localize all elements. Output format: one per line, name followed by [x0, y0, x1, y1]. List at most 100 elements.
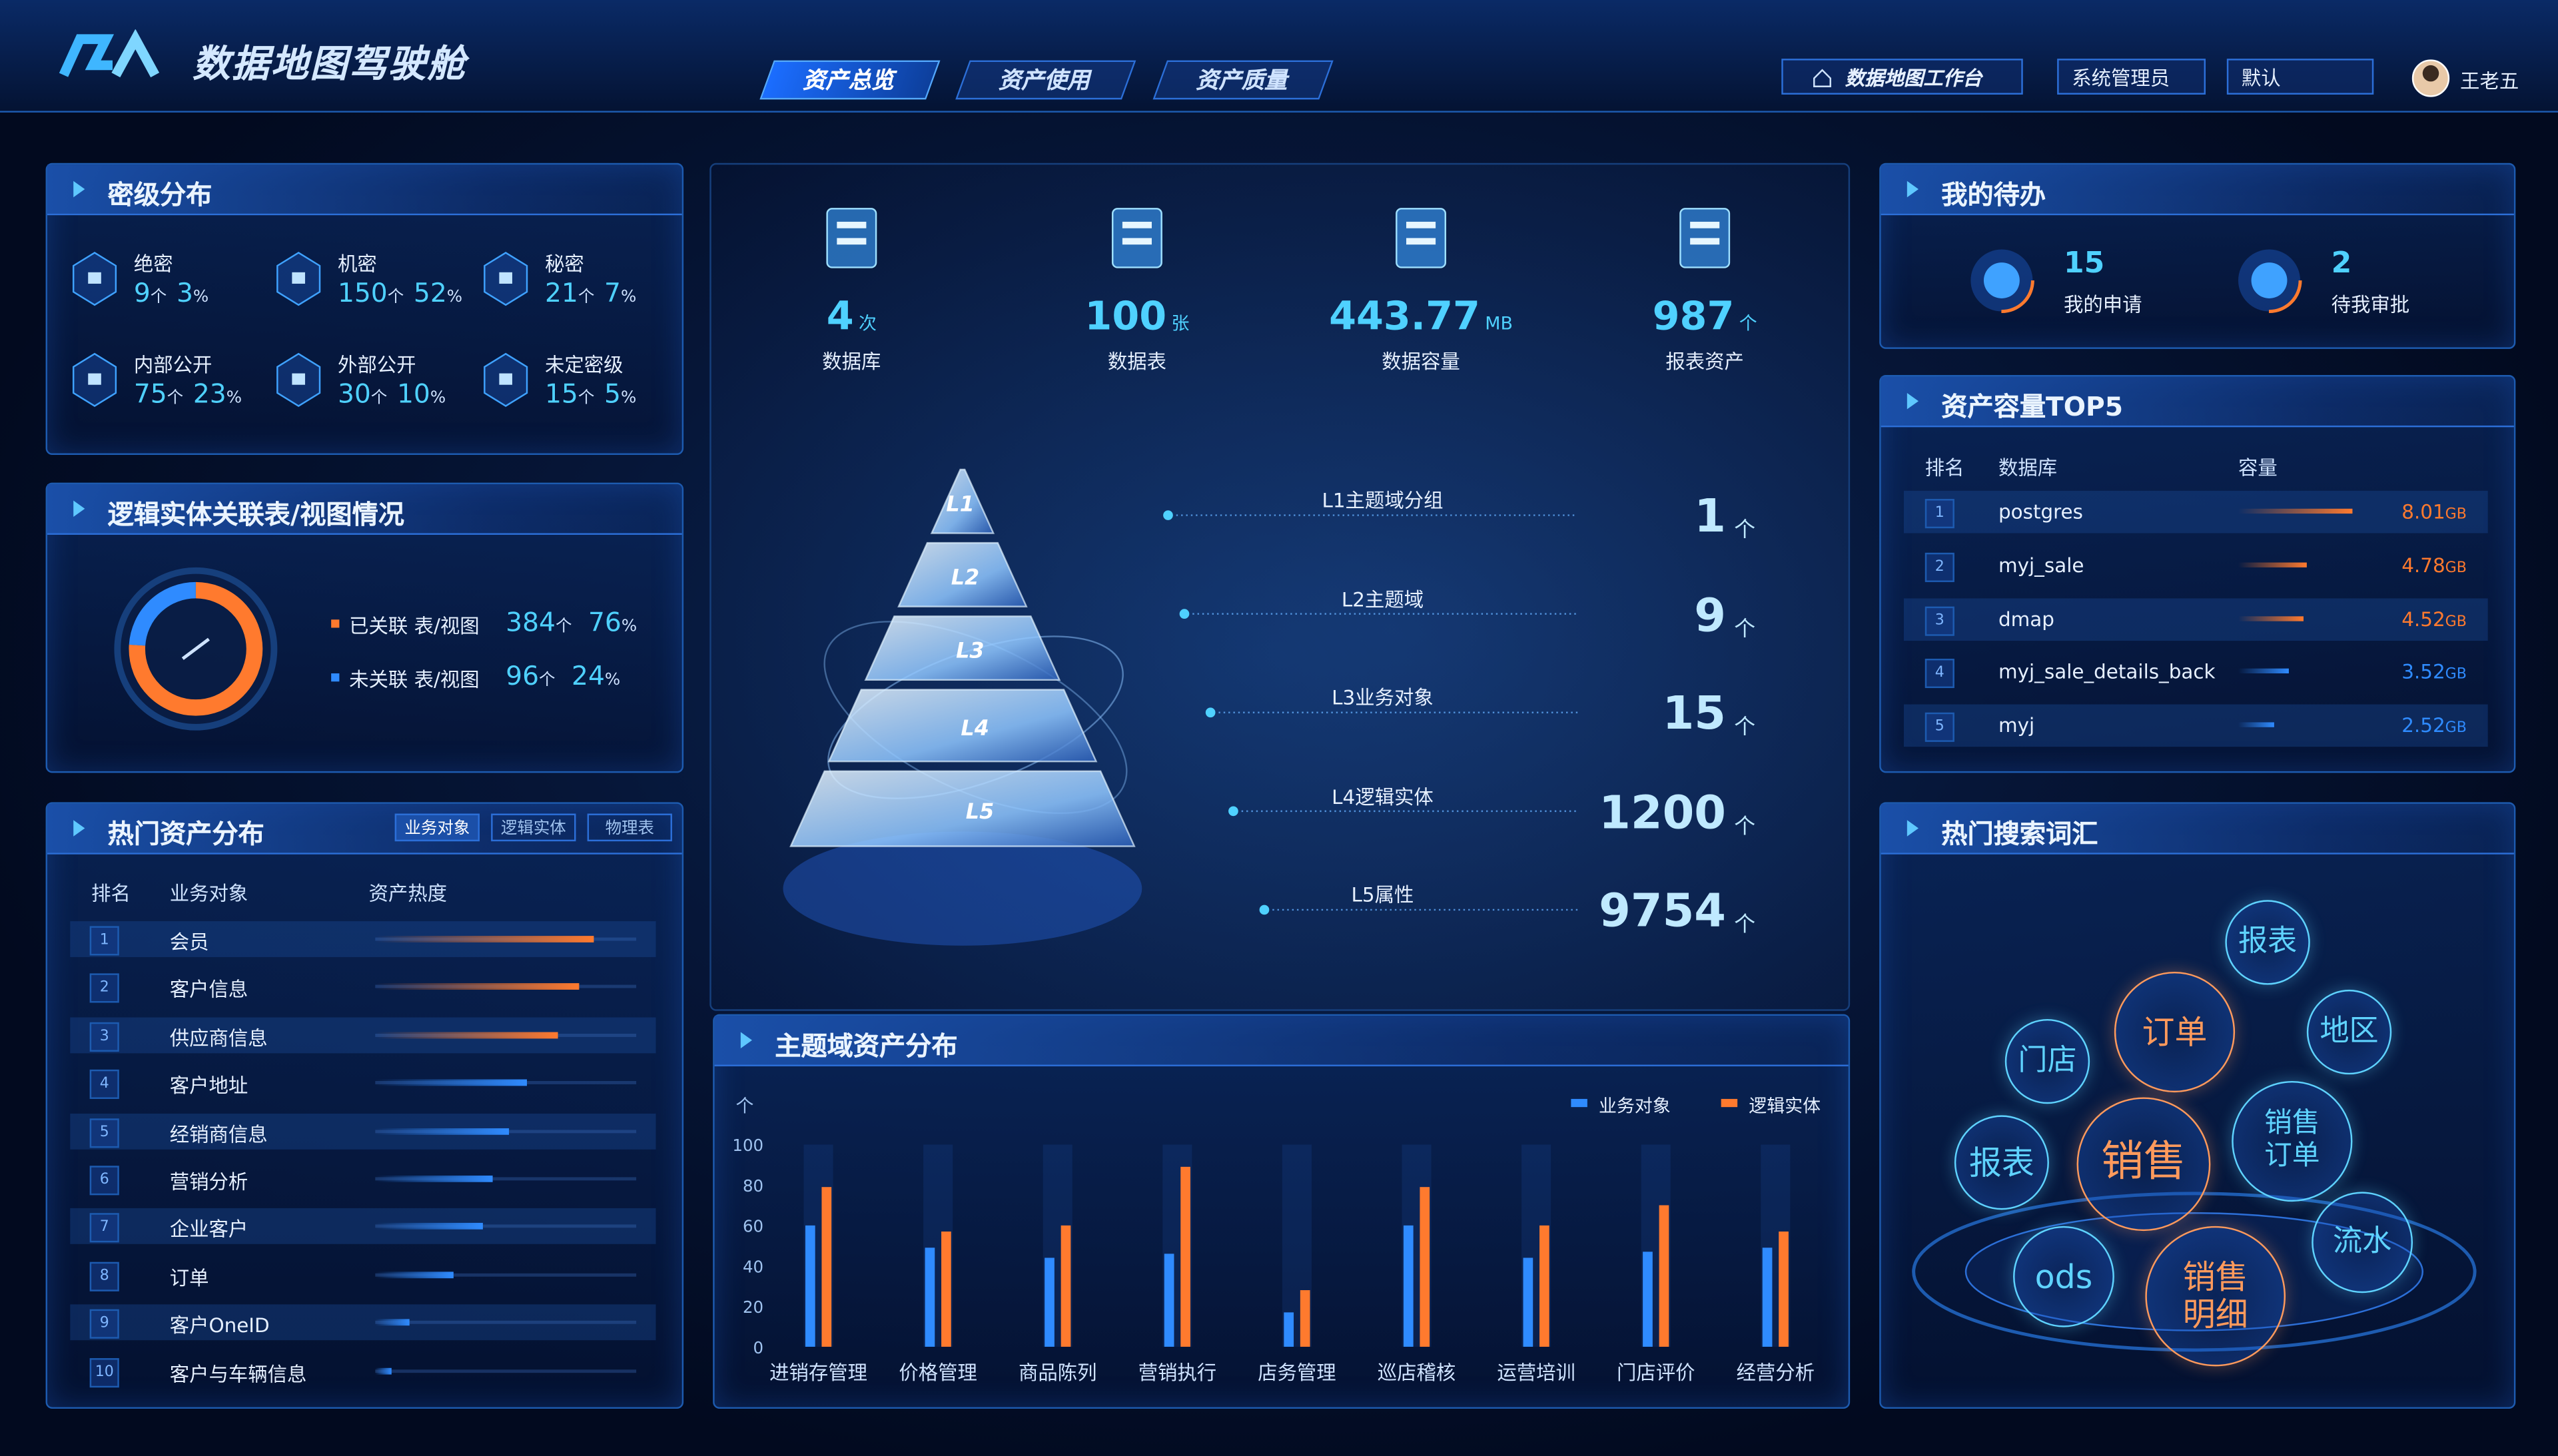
search-bubble[interactable]: [2013, 1226, 2114, 1327]
tab[interactable]: 资产使用: [998, 68, 1090, 95]
heat-bar: [375, 1175, 493, 1182]
avatar[interactable]: [2411, 59, 2451, 98]
level-name: L4逻辑实体: [1332, 785, 1434, 808]
search-word[interactable]: 报表: [1968, 1142, 2034, 1182]
level-unit: 个: [1734, 715, 1756, 741]
percent-unit: %: [620, 288, 637, 307]
search-word[interactable]: 报表: [2238, 924, 2298, 958]
logo: [59, 29, 160, 78]
secrecy-percent: 10: [396, 378, 430, 410]
tab[interactable]: 资产质量: [1196, 68, 1288, 95]
pyramid-layer: [864, 615, 1061, 681]
secrecy-values: 30个 10%: [338, 378, 446, 410]
secrecy-icon: [499, 373, 512, 385]
legend-label: 逻辑实体: [1749, 1096, 1821, 1117]
level-dot: [1228, 806, 1238, 817]
level-dot: [1163, 510, 1173, 520]
filter-tab[interactable]: 逻辑实体: [491, 813, 576, 842]
row-bg: [1903, 704, 2488, 747]
home-icon: [1813, 69, 1831, 87]
secrecy-icon: [88, 272, 101, 284]
secrecy-count: 15: [544, 378, 578, 410]
filter-tab[interactable]: 业务对象: [394, 813, 480, 842]
count-unit: 个: [167, 390, 184, 408]
column-header: 业务对象: [169, 882, 248, 905]
secrecy-percent: 52: [413, 277, 447, 308]
filter-tab[interactable]: 物理表: [587, 813, 672, 842]
search-bubble[interactable]: [2312, 1192, 2413, 1293]
level-unit: 个: [1734, 617, 1756, 642]
search-bubble[interactable]: [2114, 971, 2236, 1093]
column-header: 容量: [2238, 456, 2278, 480]
space-select[interactable]: 默认: [2226, 59, 2374, 95]
search-bubble[interactable]: [2076, 1097, 2211, 1232]
search-bubble[interactable]: [2232, 1080, 2353, 1202]
workbench-button[interactable]: 数据地图工作台: [1781, 59, 2023, 95]
db-name: dmap: [1998, 607, 2054, 631]
panel-header: 密级分布: [47, 165, 682, 216]
pyramid-label: L3: [956, 638, 984, 663]
todo-icon: [2251, 262, 2288, 298]
secrecy-count: 75: [133, 378, 167, 410]
db-name: myj: [1998, 714, 2035, 737]
secrecy-icon: [88, 373, 101, 385]
search-bubble[interactable]: [2145, 1226, 2286, 1367]
y-tick-label: 0: [753, 1338, 764, 1357]
stat-label: 数据容量: [1382, 350, 1460, 374]
rank-badge: 6: [89, 1166, 119, 1196]
level-name: L5属性: [1351, 883, 1414, 907]
search-bubble[interactable]: [2004, 1018, 2090, 1104]
search-bubble[interactable]: [2225, 900, 2310, 985]
y-tick-label: 20: [743, 1297, 763, 1317]
level-dot: [1179, 609, 1190, 619]
bar: [805, 1225, 815, 1347]
search-word[interactable]: ods: [2034, 1256, 2093, 1295]
rank-badge: 4: [1924, 659, 1954, 689]
search-bubble[interactable]: [2306, 989, 2392, 1075]
secrecy-name: 绝密: [133, 252, 173, 276]
asset-name: 客户与车辆信息: [169, 1362, 307, 1385]
relation-name: 未关联 表/视图: [349, 668, 480, 691]
search-word[interactable]: 流水: [2333, 1224, 2392, 1258]
percent-unit: %: [621, 617, 638, 636]
stat-icon: [1122, 221, 1152, 228]
secrecy-values: 9个 3%: [134, 277, 209, 308]
x-tick-label: 经营分析: [1737, 1361, 1815, 1384]
search-word[interactable]: 订单: [2142, 1011, 2208, 1051]
level-value: 1: [1694, 489, 1727, 544]
secrecy-values: 75个 23%: [134, 378, 242, 410]
count-unit: 个: [387, 288, 404, 307]
search-word[interactable]: 销售: [2101, 1138, 2186, 1188]
x-tick-label: 营销执行: [1138, 1361, 1217, 1384]
search-word[interactable]: 地区: [2320, 1013, 2379, 1048]
tab[interactable]: 资产总览: [802, 68, 895, 95]
rank-badge: 1: [1924, 499, 1954, 529]
stat-unit: 次: [859, 313, 877, 334]
count-unit: 个: [578, 288, 595, 307]
heat-bar: [375, 1271, 454, 1278]
bar: [1403, 1225, 1414, 1347]
search-word[interactable]: 门店: [2018, 1042, 2077, 1078]
legend-label: 业务对象: [1599, 1096, 1671, 1117]
todo-icon: [1983, 262, 2020, 298]
secrecy-icon: [499, 272, 512, 284]
count-unit: 个: [150, 288, 167, 307]
secrecy-name: 未定密级: [544, 354, 624, 377]
pyramid-label: L2: [951, 565, 979, 590]
search-bubble[interactable]: [1954, 1115, 2049, 1210]
row-bg: [1903, 490, 2488, 534]
y-tick-label: 80: [743, 1176, 763, 1196]
row-bg: [70, 1112, 656, 1149]
bar: [1045, 1258, 1055, 1347]
relation-count: 96: [506, 660, 540, 691]
panel-title: 资产容量TOP5: [1941, 391, 2124, 423]
x-tick-label: 巡店稽核: [1378, 1361, 1456, 1384]
search-word[interactable]: 销售明细: [2182, 1257, 2248, 1334]
heat-bar: [375, 1367, 391, 1374]
role-select[interactable]: 系统管理员: [2057, 59, 2206, 95]
level-value: 1200: [1599, 785, 1727, 839]
bar: [1164, 1254, 1174, 1347]
search-word[interactable]: 销售订单: [2264, 1108, 2320, 1173]
y-tick-label: 100: [732, 1136, 763, 1155]
